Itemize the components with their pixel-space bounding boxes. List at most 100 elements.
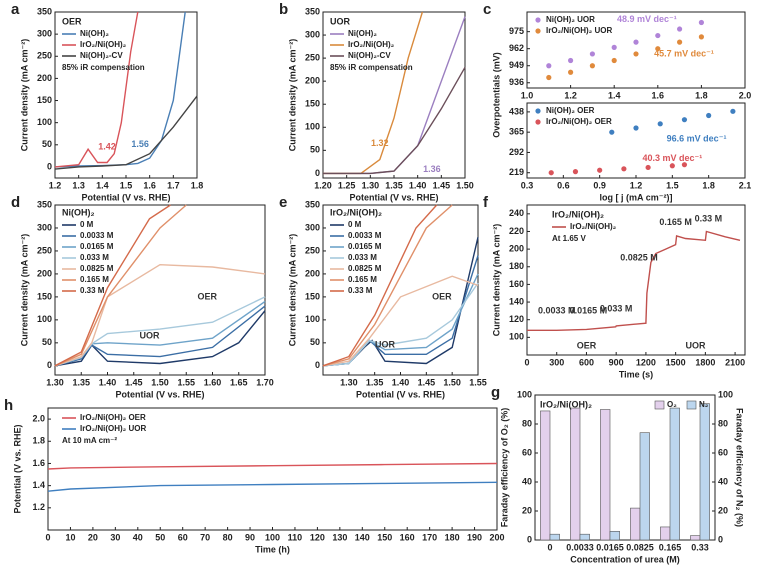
data-point xyxy=(698,19,705,26)
legend-label: IrO₂/Ni(OH)₂ xyxy=(80,40,127,49)
y-axis-label: Current density (mA cm⁻²) xyxy=(491,224,501,336)
data-point xyxy=(698,34,705,40)
y-tick-label: 160 xyxy=(509,279,524,289)
bar xyxy=(669,407,680,541)
y-tick-label: 100 xyxy=(37,117,52,127)
x-tick-label: 30 xyxy=(110,532,120,542)
data-line xyxy=(54,95,198,170)
data-line xyxy=(322,282,479,367)
bar xyxy=(549,533,560,541)
x-tick-label: 600 xyxy=(579,357,594,367)
panel-label: a xyxy=(11,1,20,18)
x-axis-label: Potential (V vs. RHE) xyxy=(115,389,204,399)
y-tick-label: 200 xyxy=(37,73,52,83)
x-tick-label: 1.8 xyxy=(702,180,715,190)
y2-tick-label: 60 xyxy=(718,447,728,457)
y-tick-label: 365 xyxy=(509,127,524,137)
legend-label: 0 M xyxy=(348,220,362,229)
data-line xyxy=(322,204,438,367)
legend-label: IrO₂/Ni(OH)₂ OER xyxy=(80,413,146,422)
legend-swatch xyxy=(535,119,541,125)
y-tick-label: 250 xyxy=(37,51,52,61)
x-tick-label: 1.2 xyxy=(564,90,577,100)
x-tick-label: 0.165 xyxy=(659,542,682,552)
panel-label: e xyxy=(279,194,287,211)
data-line xyxy=(322,204,453,367)
y-axis-label: Potential (V vs. RHE) xyxy=(12,424,22,513)
y-tick-label: 200 xyxy=(37,268,52,278)
x-tick-label: 1.35 xyxy=(385,180,403,190)
bar xyxy=(609,530,620,541)
data-point xyxy=(633,125,639,131)
annotation: 0.165 M xyxy=(659,217,692,227)
y-tick-label: 40 xyxy=(522,476,532,486)
annotation: UOR xyxy=(140,330,161,340)
plot-frame xyxy=(526,204,746,356)
data-point xyxy=(677,26,683,32)
x-axis-label: log [ j (mA cm⁻²)] xyxy=(600,192,673,202)
data-point xyxy=(611,57,617,64)
x-tick-label: 90 xyxy=(245,532,255,542)
data-line xyxy=(54,204,187,367)
x-axis-label: Time (h) xyxy=(255,544,290,554)
x-axis-label: Concentration of urea (M) xyxy=(570,554,680,564)
legend-label: Ni(OH)₂-CV xyxy=(80,51,123,60)
y-tick-label: 219 xyxy=(509,167,524,177)
x-tick-label: 190 xyxy=(467,532,482,542)
bar xyxy=(690,535,701,541)
y-tick-label: 0 xyxy=(47,161,52,171)
y-tick-label: 975 xyxy=(509,26,524,36)
x-tick-label: 1.40 xyxy=(392,377,410,387)
data-point xyxy=(621,166,627,172)
x-tick-label: 70 xyxy=(200,532,210,542)
y-tick-label: 0 xyxy=(315,168,320,178)
x-tick-label: 10 xyxy=(65,532,75,542)
y-tick-label: 0 xyxy=(47,360,52,370)
y-tick-label: 250 xyxy=(37,245,52,255)
y-tick-label: 200 xyxy=(305,268,320,278)
x-tick-label: 60 xyxy=(178,532,188,542)
x-tick-label: 180 xyxy=(445,532,460,542)
data-point xyxy=(633,39,639,45)
data-point xyxy=(681,162,688,168)
y-tick-label: 949 xyxy=(509,60,524,70)
y-axis-label: Current density (mA cm⁻²) xyxy=(19,234,29,346)
x-tick-label: 0.0165 xyxy=(596,542,624,552)
x-tick-label: 900 xyxy=(609,357,624,367)
legend-title: UOR xyxy=(330,16,351,26)
data-line xyxy=(54,310,266,367)
x-tick-label: 0.6 xyxy=(557,180,570,190)
data-line xyxy=(54,296,266,367)
legend-label: 0.0825 M xyxy=(80,264,114,273)
x-tick-label: 1.3 xyxy=(72,180,85,190)
y-tick-label: 50 xyxy=(42,337,52,347)
x-tick-label: 0.0033 xyxy=(566,542,594,552)
x-tick-label: 1.4 xyxy=(608,90,621,100)
data-point xyxy=(609,129,615,135)
x-tick-label: 1.2 xyxy=(49,180,62,190)
data-line xyxy=(323,66,466,175)
legend-label: IrO₂/Ni(OH)₂ UOR xyxy=(80,424,146,433)
y2-tick-label: 80 xyxy=(718,418,728,428)
y-axis-label: Faraday efficiency of O₂ (%) xyxy=(499,408,509,528)
note: 85% iR compensation xyxy=(62,63,145,72)
y-tick-label: 100 xyxy=(305,314,320,324)
data-line xyxy=(54,11,186,168)
x-tick-label: 1.6 xyxy=(143,180,156,190)
y2-tick-label: 40 xyxy=(718,476,728,486)
x-tick-label: 140 xyxy=(355,532,370,542)
legend-label: 0.33 M xyxy=(80,286,105,295)
x-tick-label: 1500 xyxy=(666,357,686,367)
bar xyxy=(600,409,611,541)
y-tick-label: 1.8 xyxy=(32,436,45,446)
legend-label: 0 M xyxy=(80,220,94,229)
data-point xyxy=(655,46,661,52)
x-tick-label: 0.9 xyxy=(593,180,606,190)
x-tick-label: 1.50 xyxy=(443,377,461,387)
x-tick-label: 1.45 xyxy=(433,180,451,190)
y-tick-label: 150 xyxy=(305,99,320,109)
annotation: 45.7 mV dec⁻¹ xyxy=(654,48,714,58)
annotation: OER xyxy=(432,291,452,301)
legend-swatch xyxy=(535,108,541,114)
